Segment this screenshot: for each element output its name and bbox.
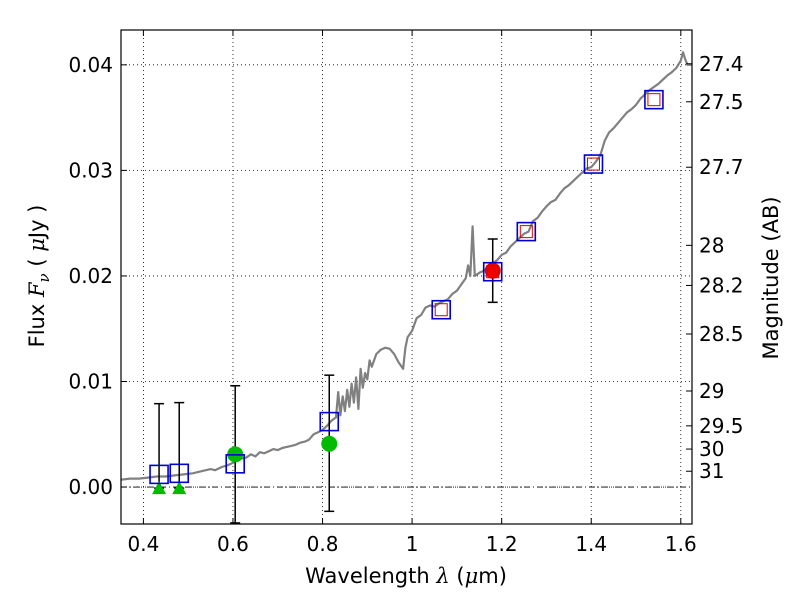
- model-square-marker: [225, 454, 245, 474]
- plot-frame: [120, 29, 693, 525]
- magnitude-axis-label: Magnitude (AB): [759, 196, 783, 359]
- model-square-marker: [149, 464, 169, 485]
- model-square-marker: [319, 411, 340, 432]
- x-tick-label: 1: [406, 532, 419, 556]
- magnitude-tick-label: 27.7: [699, 155, 744, 179]
- x-tick-label: 1.2: [486, 532, 518, 556]
- y-tick-label: 0.01: [68, 370, 113, 394]
- x-tick-label: 0.6: [217, 532, 249, 556]
- magnitude-tick-label: 28.2: [699, 273, 744, 297]
- magnitude-tick-label: 29: [699, 379, 724, 403]
- y-axis-label: Flux Fν ( μJy ): [25, 205, 53, 348]
- spectrum-line: [120, 51, 692, 481]
- upper-limit-triangle: [152, 481, 167, 495]
- magnitude-tick-label: 29.5: [699, 414, 744, 438]
- x-tick-label: 1.6: [665, 532, 697, 556]
- markers: [149, 89, 664, 495]
- upper-limit-triangle: [172, 481, 187, 495]
- inner-square-marker: [647, 93, 661, 107]
- y-tick-label: 0.00: [68, 475, 113, 499]
- inner-square-marker: [434, 303, 448, 317]
- x-tick-label: 0.4: [127, 532, 159, 556]
- detection-point: [321, 435, 338, 452]
- inner-square-marker: [586, 157, 600, 171]
- x-tick-label: 1.4: [575, 532, 607, 556]
- inner-square-marker: [486, 265, 500, 279]
- magnitude-tick-label: 30: [699, 437, 724, 461]
- y-tick-label: 0.02: [68, 264, 113, 288]
- model-square-marker: [169, 463, 190, 484]
- model-square-marker: [516, 221, 537, 242]
- x-axis-label: Wavelength λ (μm): [305, 564, 507, 588]
- magnitude-tick-label: 28.5: [699, 322, 744, 346]
- axis-ticks: 0.4 0.6 0.8 1 1.2 1.4 1.6 0.00 0.01 0.02 0.03 0.04 2…: [68, 30, 744, 556]
- highlighted-detection-point: [484, 262, 501, 279]
- y-tick-label: 0.04: [68, 53, 113, 77]
- magnitude-tick-label: 27.5: [699, 90, 744, 114]
- x-tick-label: 0.8: [307, 532, 339, 556]
- model-square-marker: [482, 261, 503, 282]
- magnitude-tick-label: 31: [699, 459, 724, 483]
- y-tick-label: 0.03: [68, 158, 113, 182]
- magnitude-tick-label: 27.4: [699, 52, 744, 76]
- inner-square-marker: [519, 225, 533, 239]
- model-square-marker: [583, 154, 604, 174]
- model-square-marker: [431, 299, 452, 320]
- magnitude-tick-label: 28: [699, 233, 724, 257]
- model-square-marker: [644, 89, 664, 110]
